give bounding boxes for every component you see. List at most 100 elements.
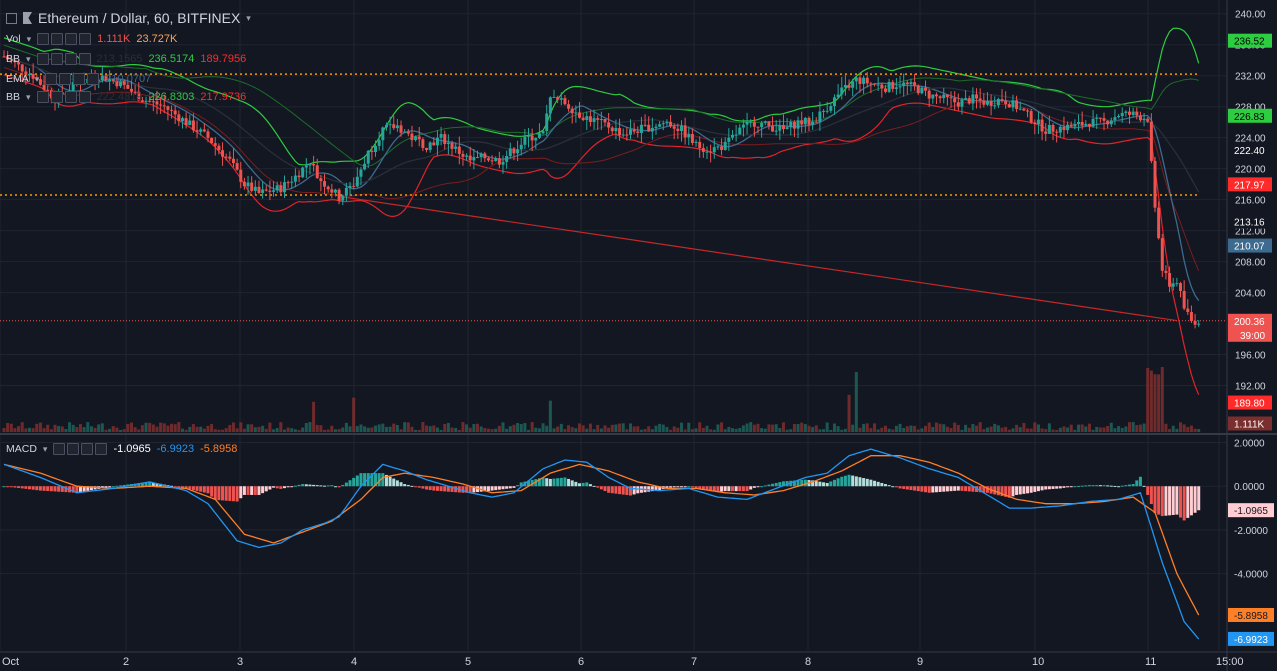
candle-body <box>323 181 327 187</box>
settings-icon[interactable] <box>51 33 64 45</box>
candle-body <box>126 84 130 89</box>
volume-bar <box>46 424 50 432</box>
candle-body <box>548 97 552 114</box>
close-icon[interactable] <box>78 53 91 65</box>
chart-title[interactable]: Ethereum / Dollar, 60, BITFINEX <box>38 10 241 26</box>
eye-icon[interactable] <box>37 33 50 45</box>
candle-body <box>581 117 585 120</box>
candle-body <box>275 185 279 191</box>
candle-body <box>406 131 410 134</box>
settings-icon[interactable] <box>50 91 63 103</box>
macd-histogram-bar <box>6 486 10 488</box>
candle-body <box>618 127 622 136</box>
price-tick-label: 192.00 <box>1235 382 1266 393</box>
macd-histogram-bar <box>315 485 319 487</box>
macd-histogram-bar <box>741 486 745 492</box>
chevron-down-icon[interactable]: ▾ <box>26 53 31 64</box>
bb2-label[interactable]: BB <box>6 91 21 103</box>
macd-histogram-bar <box>173 486 177 488</box>
volume-bar <box>173 424 177 432</box>
macd-histogram-bar <box>956 486 960 491</box>
eye-icon[interactable] <box>36 91 49 103</box>
candle-body <box>1106 120 1110 125</box>
macd-histogram-bar <box>344 482 348 487</box>
macd-histogram-bar <box>949 486 953 492</box>
candle-body <box>35 78 39 80</box>
volume-bar <box>355 426 359 432</box>
close-icon[interactable] <box>87 73 100 85</box>
plus-icon[interactable] <box>73 73 86 85</box>
price-axis-badge <box>1228 214 1272 229</box>
macd-histogram-bar <box>971 486 975 492</box>
volume-bar <box>869 428 873 432</box>
candle-body <box>647 124 651 132</box>
bb1-label[interactable]: BB <box>6 53 21 65</box>
collapse-square-icon[interactable] <box>6 12 17 24</box>
chevron-down-icon[interactable]: ▾ <box>42 443 48 454</box>
candle-body <box>654 126 658 128</box>
macd-histogram-bar <box>1113 485 1117 487</box>
candle-body <box>1171 283 1175 287</box>
chevron-down-icon[interactable]: ▾ <box>34 73 40 84</box>
candle-body <box>734 134 738 136</box>
settings-icon[interactable] <box>59 73 72 85</box>
macd-histogram-bar <box>858 477 862 487</box>
volume-bar <box>341 427 345 432</box>
volume-bar <box>712 429 716 432</box>
volume-bar <box>323 429 327 432</box>
macd-histogram-bar <box>341 484 345 487</box>
chevron-down-icon[interactable]: ▾ <box>246 12 251 23</box>
ema-label[interactable]: EMA <box>6 73 29 85</box>
price-axis-badge-label: 222.40 <box>1234 146 1265 157</box>
eye-icon[interactable] <box>53 443 66 455</box>
chevron-down-icon[interactable]: ▾ <box>26 33 32 44</box>
candle-body <box>330 189 334 193</box>
volume-bar <box>567 425 571 432</box>
volume-bar <box>1062 426 1066 432</box>
vol-buttons[interactable] <box>37 33 92 45</box>
vol-label[interactable]: Vol <box>6 33 21 45</box>
chevron-down-icon[interactable]: ▾ <box>26 91 31 102</box>
candle-body <box>1113 117 1117 121</box>
macd-histogram-bar <box>279 486 283 489</box>
volume-bar <box>392 423 396 432</box>
volume-bar <box>261 425 265 432</box>
candle-body <box>115 80 119 87</box>
candle-body <box>374 145 378 153</box>
bb1-buttons[interactable] <box>36 53 91 65</box>
eye-icon[interactable] <box>45 73 58 85</box>
macd-histogram-bar <box>1189 486 1193 516</box>
volume-bar <box>268 422 272 432</box>
macd-label[interactable]: MACD <box>6 443 37 455</box>
settings-icon[interactable] <box>50 53 63 65</box>
candle-body <box>239 169 243 182</box>
countdown-label: 39:00 <box>1240 331 1265 342</box>
candle-body <box>894 87 898 89</box>
volume-bar <box>166 425 170 432</box>
plus-icon[interactable] <box>64 53 77 65</box>
plus-icon[interactable] <box>81 443 94 455</box>
close-icon[interactable] <box>78 91 91 103</box>
volume-bar <box>286 427 290 432</box>
plus-icon[interactable] <box>65 33 78 45</box>
settings-icon[interactable] <box>67 443 80 455</box>
ema-buttons[interactable] <box>45 73 100 85</box>
eye-icon[interactable] <box>36 53 49 65</box>
candle-body <box>1022 108 1026 111</box>
volume-bar <box>490 429 494 432</box>
bb2-buttons[interactable] <box>36 91 91 103</box>
candle-body <box>607 122 611 128</box>
close-icon[interactable] <box>79 33 92 45</box>
macd-buttons[interactable] <box>53 443 108 455</box>
macd-histogram-bar <box>282 486 286 489</box>
volume-bar <box>417 429 421 432</box>
plus-icon[interactable] <box>64 91 77 103</box>
current-price-label: 200.36 <box>1234 317 1265 328</box>
volume-bar <box>497 425 501 432</box>
close-icon[interactable] <box>95 443 108 455</box>
price-axis-badge <box>1228 33 1272 48</box>
flag-icon[interactable] <box>23 12 32 24</box>
macd-histogram-bar <box>760 486 764 488</box>
macd-histogram-bar <box>195 486 199 491</box>
